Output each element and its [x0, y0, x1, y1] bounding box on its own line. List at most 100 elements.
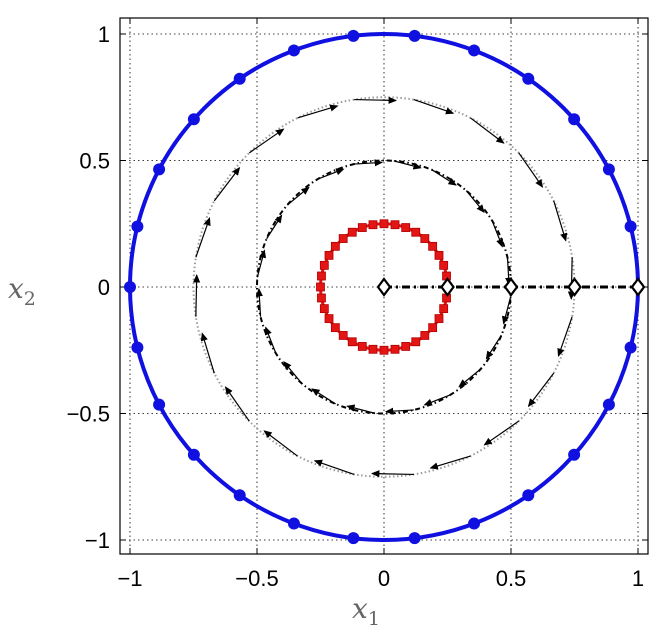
red-point-22 — [330, 323, 340, 333]
plot-frame — [119, 17, 649, 555]
diamond-marker-3 — [567, 277, 582, 297]
arrow-r0.5-7 — [286, 186, 310, 206]
diamond-marker-1 — [440, 277, 455, 297]
arrow-r0.75-7 — [248, 128, 285, 154]
blue-point-15 — [153, 398, 166, 411]
plot-series — [124, 29, 646, 545]
blue-point-24 — [602, 398, 615, 411]
blue-point-11 — [153, 163, 166, 176]
y-tick-label-2: 0 — [98, 275, 110, 300]
red-point-5 — [420, 234, 430, 243]
red-point-10 — [368, 220, 378, 230]
red-point-4 — [428, 241, 438, 251]
red-point-16 — [319, 260, 329, 270]
blue-point-13 — [124, 281, 136, 293]
blue-point-7 — [347, 29, 360, 42]
red-point-11 — [357, 223, 367, 232]
blue-point-19 — [347, 532, 360, 545]
red-point-23 — [338, 331, 348, 340]
blue-point-25 — [624, 341, 637, 354]
arrow-r0.5-5 — [354, 159, 384, 167]
arrow-r0.75-14 — [313, 459, 355, 475]
x-axis-label: x1 — [352, 592, 380, 630]
blue-point-18 — [287, 517, 300, 530]
red-point-2 — [439, 260, 449, 270]
arrow-r0.75-1 — [553, 200, 568, 242]
red-point-21 — [324, 314, 334, 324]
blue-point-20 — [408, 532, 421, 545]
red-point-9 — [379, 219, 389, 229]
blue-point-16 — [187, 448, 200, 461]
red-point-24 — [347, 337, 357, 347]
diamond-marker-2 — [503, 277, 519, 297]
red-point-12 — [347, 227, 357, 237]
arrow-r0.5-18 — [485, 334, 502, 360]
arrow-r0.75-10 — [192, 274, 201, 317]
blue-point-23 — [568, 448, 581, 461]
red-point-8 — [390, 220, 400, 230]
red-point-29 — [401, 342, 411, 351]
blue-point-12 — [131, 220, 144, 233]
arrow-r0.5-9 — [256, 249, 267, 278]
diamond-marker-0 — [376, 277, 392, 297]
red-point-32 — [428, 323, 438, 333]
red-point-30 — [411, 337, 421, 347]
red-point-18 — [316, 282, 325, 292]
arrow-r0.5-12 — [283, 361, 303, 384]
blue-point-22 — [522, 489, 535, 502]
arrow-r0.75-5 — [354, 96, 397, 104]
x-tick-label-3: 0.5 — [496, 566, 527, 591]
arrow-r0.75-18 — [527, 372, 555, 408]
x-tick-label-0: −1 — [117, 566, 142, 591]
blue-point-14 — [131, 341, 144, 354]
arrow-r0.5-8 — [266, 214, 283, 240]
arrow-r0.5-16 — [423, 394, 451, 406]
arrow-r0.5-3 — [432, 169, 457, 186]
arrow-r0.5-1 — [491, 220, 504, 248]
y-tick-label-4: 1 — [98, 22, 110, 47]
arrow-r0.75-16 — [429, 455, 471, 470]
red-point-26 — [368, 344, 378, 354]
diamond-marker-4 — [630, 277, 646, 297]
arrow-r0.75-6 — [297, 104, 339, 119]
blue-point-6 — [408, 29, 421, 42]
red-point-7 — [401, 223, 411, 232]
arrow-r0.75-4 — [413, 99, 455, 115]
blue-point-2 — [602, 163, 615, 176]
red-point-25 — [357, 342, 367, 351]
blue-point-17 — [233, 489, 246, 502]
arrow-r0.75-15 — [371, 470, 414, 478]
arrow-r0.5-17 — [458, 368, 482, 388]
red-point-3 — [434, 250, 444, 260]
red-point-17 — [317, 271, 326, 281]
arrow-r0.5-13 — [311, 388, 336, 405]
red-point-6 — [411, 227, 421, 237]
arrow-r0.5-6 — [317, 168, 345, 180]
red-point-31 — [420, 331, 430, 340]
blue-point-4 — [522, 72, 535, 85]
arrow-r0.5-11 — [264, 326, 277, 354]
red-point-20 — [319, 304, 329, 314]
blue-point-10 — [187, 113, 200, 126]
arrow-r0.5-2 — [465, 190, 485, 213]
grid — [120, 18, 648, 554]
y-axis-label: x2 — [8, 272, 36, 310]
blue-point-5 — [468, 44, 481, 57]
blue-point-1 — [624, 220, 637, 233]
arrow-r0.75-11 — [200, 332, 215, 374]
red-point-13 — [338, 234, 348, 243]
red-point-27 — [379, 345, 389, 355]
x-tick-label-1: −0.5 — [235, 566, 278, 591]
y-tick-labels: −1 −0.5 0 0.5 1 — [67, 22, 110, 553]
arrow-r0.5-10 — [255, 287, 263, 317]
arrow-r0.75-12 — [224, 386, 250, 422]
arrow-r0.75-13 — [263, 430, 298, 457]
x-tick-label-4: 1 — [632, 566, 644, 591]
x-tick-labels: −1 −0.5 0 0.5 1 — [117, 566, 644, 591]
arrow-r0.75-19 — [557, 316, 573, 357]
arrow-r0.5-15 — [384, 407, 414, 415]
red-point-28 — [390, 344, 400, 354]
arrow-r0.5-14 — [346, 404, 375, 414]
y-tick-label-1: −0.5 — [67, 402, 110, 427]
